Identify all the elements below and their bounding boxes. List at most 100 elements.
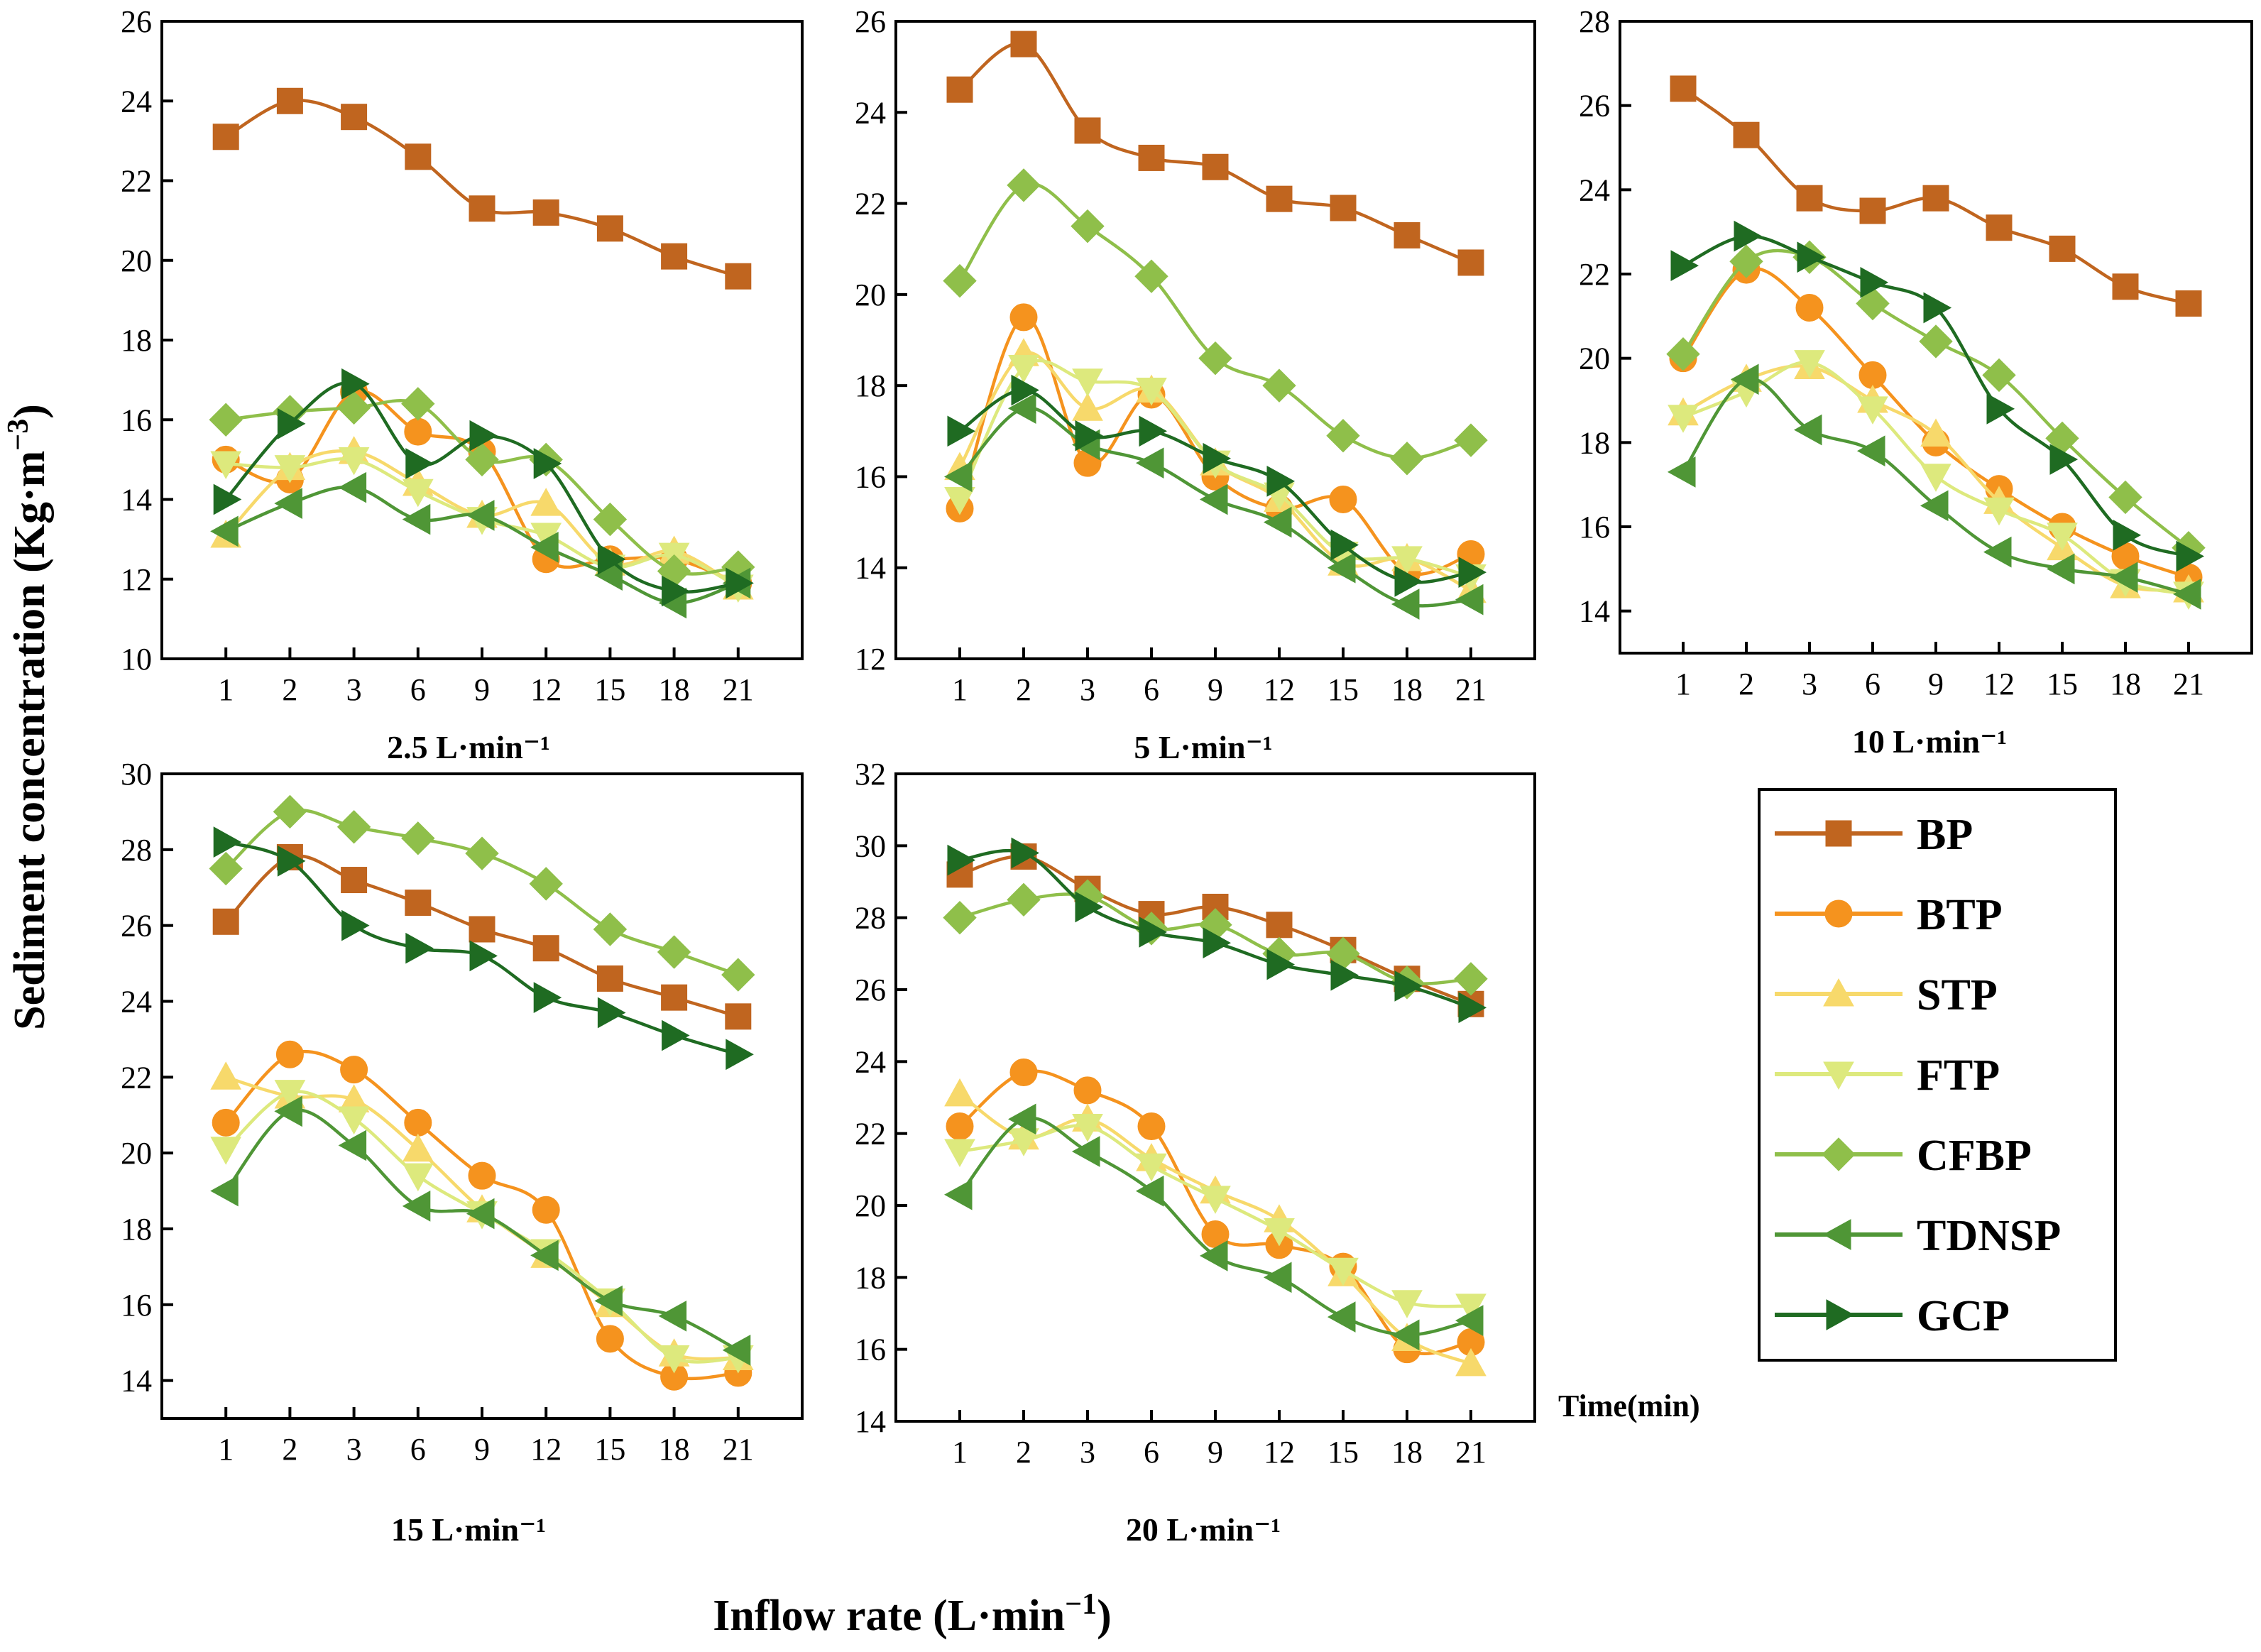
data-point-bp — [1138, 144, 1165, 171]
data-point-btp — [532, 1196, 560, 1224]
data-point-ftp — [1983, 497, 2015, 526]
data-point-gcp — [662, 1019, 690, 1051]
data-point-gcp — [1011, 837, 1040, 869]
x-tick-label: 15 — [1327, 672, 1359, 707]
x-tick-label: 15 — [2047, 667, 2078, 701]
data-point-tdnsp — [1793, 414, 1822, 446]
data-point-stp — [530, 488, 562, 516]
series-bp — [1670, 75, 2202, 317]
legend-marker — [1824, 899, 1853, 928]
data-point-ftp — [1136, 378, 1167, 406]
data-point-tdnsp — [338, 1129, 367, 1161]
data-point-tdnsp — [722, 1335, 751, 1366]
data-point-ftp — [1455, 1293, 1487, 1322]
legend-item-gcp: GCP — [1775, 1292, 2010, 1340]
legend-item-stp: STP — [1775, 971, 1998, 1019]
x-tick-label: 21 — [723, 1432, 754, 1467]
data-point-stp — [1455, 1347, 1487, 1377]
data-point-bp — [596, 965, 623, 992]
data-point-gcp — [2176, 540, 2205, 572]
x-tick-label: 2 — [1739, 667, 1754, 701]
x-tick-label: 21 — [1455, 1435, 1487, 1470]
data-point-tdnsp — [943, 1178, 973, 1210]
data-point-tdnsp — [1455, 584, 1484, 616]
data-point-ftp — [338, 1106, 370, 1135]
data-point-gcp — [1923, 292, 1952, 324]
data-point-cfbp — [465, 836, 499, 870]
series-line-gcp — [1682, 234, 2189, 558]
data-point-stp — [402, 1133, 434, 1162]
data-point-cfbp — [1134, 259, 1168, 293]
data-point-tdnsp — [1007, 393, 1036, 425]
data-point-bp — [725, 1003, 752, 1030]
data-point-gcp — [1394, 566, 1423, 597]
x-tick-label: 2 — [1016, 672, 1031, 707]
x-tick-label: 18 — [2110, 667, 2141, 701]
y-tick-label: 26 — [121, 4, 152, 39]
y-axis-title-sup: −3 — [2, 419, 35, 451]
y-axis-title-close: ) — [6, 404, 54, 419]
data-point-btp — [1009, 303, 1038, 332]
data-point-gcp — [341, 909, 370, 941]
series-cfbp — [943, 168, 1488, 476]
x-axis-title-sup: −1 — [1065, 1588, 1097, 1621]
data-point-bp — [1330, 195, 1357, 221]
data-point-gcp — [1139, 415, 1168, 447]
y-tick-label: 14 — [855, 551, 886, 586]
x-tick-label: 18 — [1391, 672, 1423, 707]
data-point-gcp — [1330, 529, 1359, 561]
series-gcp — [213, 368, 754, 607]
data-point-btp — [1795, 293, 1824, 322]
time-label: Time(min) — [1558, 1389, 1700, 1423]
data-point-tdnsp — [1455, 1305, 1484, 1336]
legend-item-bp: BP — [1775, 811, 1973, 859]
data-point-gcp — [726, 567, 754, 599]
data-point-bp — [661, 984, 688, 1011]
series-cfbp — [209, 794, 755, 992]
data-point-gcp — [597, 543, 626, 575]
data-point-gcp — [1266, 948, 1296, 980]
data-point-cfbp — [401, 387, 435, 421]
data-point-bp — [1733, 121, 1760, 148]
data-point-tdnsp — [530, 532, 559, 563]
data-point-cfbp — [943, 263, 977, 298]
data-point-gcp — [1266, 465, 1296, 497]
y-tick-label: 20 — [855, 278, 886, 312]
data-point-gcp — [947, 415, 976, 447]
data-point-tdnsp — [1135, 447, 1164, 479]
x-tick-label: 15 — [594, 1432, 625, 1467]
series-btp — [212, 1040, 752, 1391]
x-tick-label: 12 — [1264, 1435, 1295, 1470]
legend-marker — [1822, 1137, 1856, 1171]
data-point-ftp — [1264, 1218, 1295, 1247]
data-point-cfbp — [593, 502, 628, 537]
data-point-tdnsp — [402, 1191, 431, 1222]
data-point-gcp — [405, 448, 434, 479]
data-point-cfbp — [1729, 244, 1763, 278]
data-point-cfbp — [1262, 368, 1296, 403]
x-tick-label: 3 — [346, 1432, 362, 1467]
panel-title: 20 L·min⁻¹ — [1126, 1511, 1281, 1548]
x-tick-label: 2 — [1016, 1435, 1031, 1470]
y-tick-label: 26 — [1579, 89, 1610, 124]
x-tick-label: 1 — [952, 1435, 968, 1470]
data-point-btp — [1137, 1112, 1166, 1141]
data-point-bp — [532, 935, 559, 962]
y-tick-label: 18 — [121, 323, 152, 358]
data-point-ftp — [1391, 546, 1423, 574]
data-point-ftp — [1136, 1153, 1167, 1182]
data-point-cfbp — [1326, 418, 1360, 453]
data-point-cfbp — [721, 958, 755, 992]
y-tick-label: 30 — [855, 828, 886, 863]
data-point-cfbp — [209, 403, 243, 437]
data-point-ftp — [1920, 464, 1951, 492]
data-point-stp — [210, 1061, 242, 1090]
data-point-cfbp — [465, 442, 499, 477]
x-tick-label: 1 — [952, 672, 968, 707]
data-point-cfbp — [336, 390, 371, 425]
y-tick-label: 16 — [855, 459, 886, 494]
data-point-bp — [1457, 249, 1484, 276]
x-tick-label: 3 — [1080, 672, 1095, 707]
